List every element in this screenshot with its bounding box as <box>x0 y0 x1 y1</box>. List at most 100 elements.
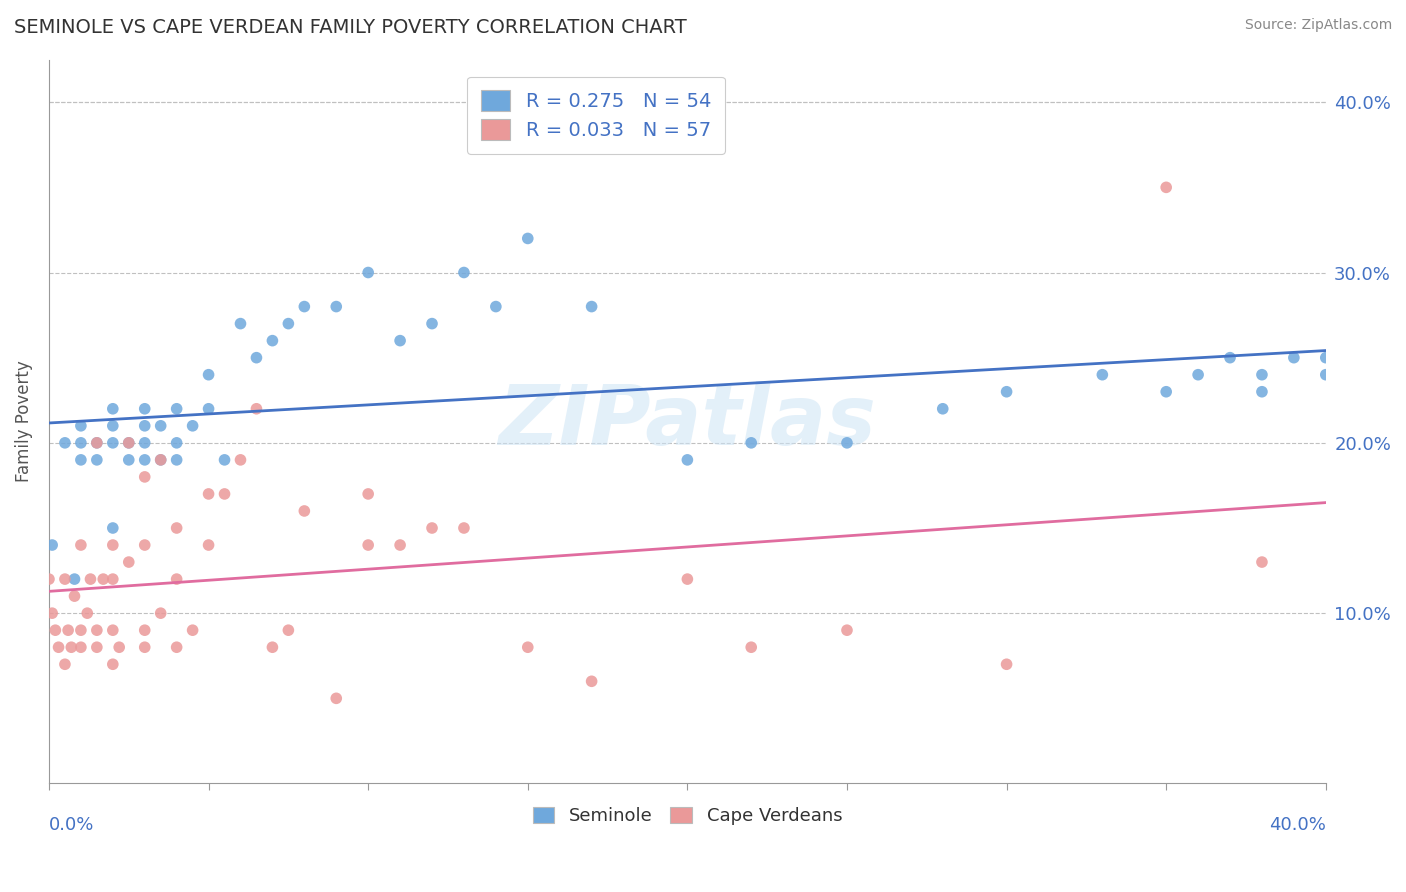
Point <box>214 487 236 501</box>
Point <box>1219 351 1241 365</box>
Point <box>292 504 315 518</box>
Point <box>197 401 219 416</box>
Point <box>1315 351 1337 365</box>
Point <box>86 623 108 637</box>
Point <box>101 521 124 535</box>
Point <box>41 538 63 552</box>
Point <box>101 572 124 586</box>
Point <box>134 401 156 416</box>
Point <box>932 401 955 416</box>
Point <box>101 657 124 672</box>
Point <box>1154 180 1177 194</box>
Point <box>277 317 299 331</box>
Point <box>76 606 98 620</box>
Point <box>357 266 380 280</box>
Text: 0.0%: 0.0% <box>49 816 94 834</box>
Point <box>1251 555 1274 569</box>
Point <box>41 606 63 620</box>
Point <box>197 538 219 552</box>
Point <box>197 368 219 382</box>
Point <box>325 691 347 706</box>
Point <box>389 538 412 552</box>
Point <box>70 435 93 450</box>
Legend: Seminole, Cape Verdeans: Seminole, Cape Verdeans <box>526 799 849 832</box>
Point <box>108 640 131 655</box>
Point <box>149 453 172 467</box>
Point <box>149 418 172 433</box>
Point <box>1091 368 1114 382</box>
Point <box>63 572 86 586</box>
Y-axis label: Family Poverty: Family Poverty <box>15 360 32 483</box>
Point <box>166 453 188 467</box>
Point <box>453 521 475 535</box>
Point <box>134 435 156 450</box>
Point <box>166 640 188 655</box>
Point <box>70 418 93 433</box>
Point <box>516 640 538 655</box>
Point <box>676 453 699 467</box>
Point <box>181 623 204 637</box>
Point <box>197 487 219 501</box>
Point <box>166 521 188 535</box>
Point <box>86 435 108 450</box>
Point <box>70 538 93 552</box>
Point <box>101 401 124 416</box>
Point <box>995 384 1018 399</box>
Point <box>118 435 141 450</box>
Text: 40.0%: 40.0% <box>1270 816 1326 834</box>
Point <box>1315 368 1337 382</box>
Point <box>262 334 284 348</box>
Point <box>676 572 699 586</box>
Point <box>166 435 188 450</box>
Point <box>70 623 93 637</box>
Point <box>245 401 267 416</box>
Point <box>357 487 380 501</box>
Point <box>485 300 508 314</box>
Point <box>581 674 603 689</box>
Point <box>91 572 114 586</box>
Point <box>516 231 538 245</box>
Point <box>581 300 603 314</box>
Point <box>53 572 76 586</box>
Point <box>1187 368 1209 382</box>
Point <box>1251 384 1274 399</box>
Point <box>389 334 412 348</box>
Point <box>181 418 204 433</box>
Point <box>277 623 299 637</box>
Point <box>835 435 858 450</box>
Point <box>101 435 124 450</box>
Point <box>101 623 124 637</box>
Text: Source: ZipAtlas.com: Source: ZipAtlas.com <box>1244 18 1392 32</box>
Point <box>118 453 141 467</box>
Point <box>48 640 70 655</box>
Point <box>835 623 858 637</box>
Point <box>420 521 443 535</box>
Point <box>229 317 252 331</box>
Point <box>134 538 156 552</box>
Point <box>134 418 156 433</box>
Point <box>262 640 284 655</box>
Point <box>166 401 188 416</box>
Point <box>70 453 93 467</box>
Point <box>325 300 347 314</box>
Point <box>420 317 443 331</box>
Point <box>53 435 76 450</box>
Point <box>292 300 315 314</box>
Point <box>149 606 172 620</box>
Point <box>79 572 101 586</box>
Point <box>1154 384 1177 399</box>
Point <box>166 572 188 586</box>
Point <box>56 623 79 637</box>
Point <box>740 640 762 655</box>
Point <box>118 555 141 569</box>
Point <box>134 640 156 655</box>
Point <box>86 640 108 655</box>
Text: ZIPatlas: ZIPatlas <box>499 381 876 462</box>
Point <box>995 657 1018 672</box>
Point <box>38 572 60 586</box>
Point <box>118 435 141 450</box>
Point <box>453 266 475 280</box>
Point <box>63 589 86 603</box>
Point <box>229 453 252 467</box>
Point <box>134 470 156 484</box>
